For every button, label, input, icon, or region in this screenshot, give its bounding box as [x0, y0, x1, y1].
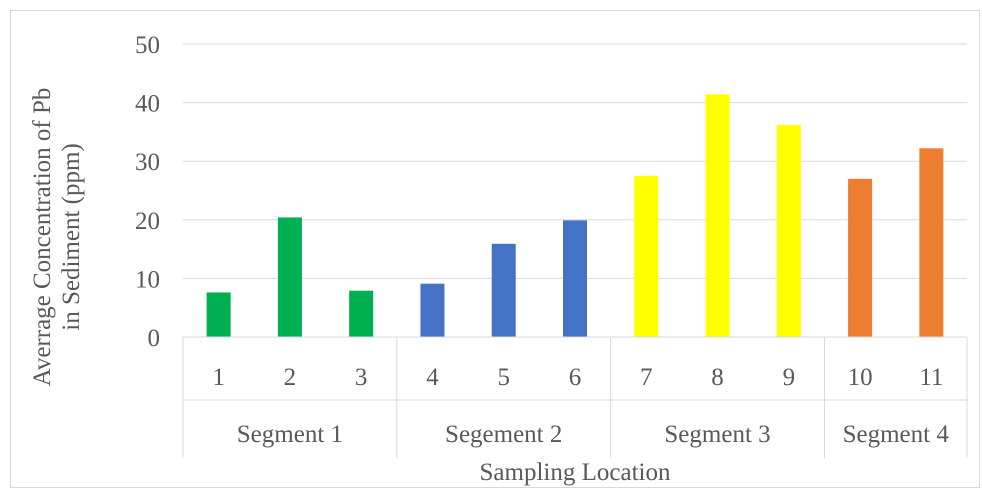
bar-2 — [277, 217, 302, 337]
bar-8 — [705, 94, 730, 338]
y-tick-label: 0 — [148, 325, 161, 352]
bar-3 — [349, 290, 374, 337]
x-tick-label: 6 — [569, 364, 582, 391]
bar-5 — [491, 243, 516, 337]
gridlines — [183, 43, 967, 279]
y-tick-label: 30 — [135, 149, 160, 176]
x-tick-label: 7 — [640, 364, 653, 391]
segment-label: Segment 4 — [843, 421, 950, 448]
bars — [206, 94, 944, 338]
bar-10 — [848, 178, 873, 337]
x-tick-label: 3 — [355, 364, 368, 391]
x-tick-label: 2 — [284, 364, 297, 391]
x-tick-label: 5 — [497, 364, 510, 391]
y-axis-tick-labels: 0 10 20 30 40 50 — [135, 32, 160, 352]
y-tick-label: 20 — [135, 208, 160, 235]
x-tick-label: 1 — [212, 364, 225, 391]
bar-4 — [420, 283, 445, 337]
x-tick-label: 10 — [848, 364, 873, 391]
segment-label: Segment 1 — [237, 421, 343, 448]
x-axis: 1 2 3 4 5 6 7 8 9 10 11 Segment 1 Segement 2 Segment … — [182, 336, 968, 458]
x-tick-label: 4 — [426, 364, 439, 391]
bar-6 — [563, 220, 587, 337]
x-tick-label: 9 — [783, 364, 796, 391]
bar-7 — [634, 175, 659, 337]
y-axis-label-line-2: in Sediment (ppm) — [58, 143, 85, 330]
y-axis-label-line-1: Averrage Concentration of Pb — [29, 88, 56, 387]
segment-label: Segment 3 — [664, 421, 770, 448]
bar-11 — [919, 148, 944, 337]
bar-1 — [206, 292, 231, 337]
bar-9 — [776, 124, 801, 337]
x-axis-label: Sampling Location — [480, 459, 671, 486]
x-tick-label: 8 — [711, 364, 724, 391]
y-tick-label: 10 — [135, 266, 160, 293]
x-tick-label: 11 — [919, 364, 943, 391]
y-tick-label: 40 — [135, 91, 160, 118]
segment-label: Segement 2 — [445, 421, 562, 448]
y-tick-label: 50 — [135, 32, 160, 59]
